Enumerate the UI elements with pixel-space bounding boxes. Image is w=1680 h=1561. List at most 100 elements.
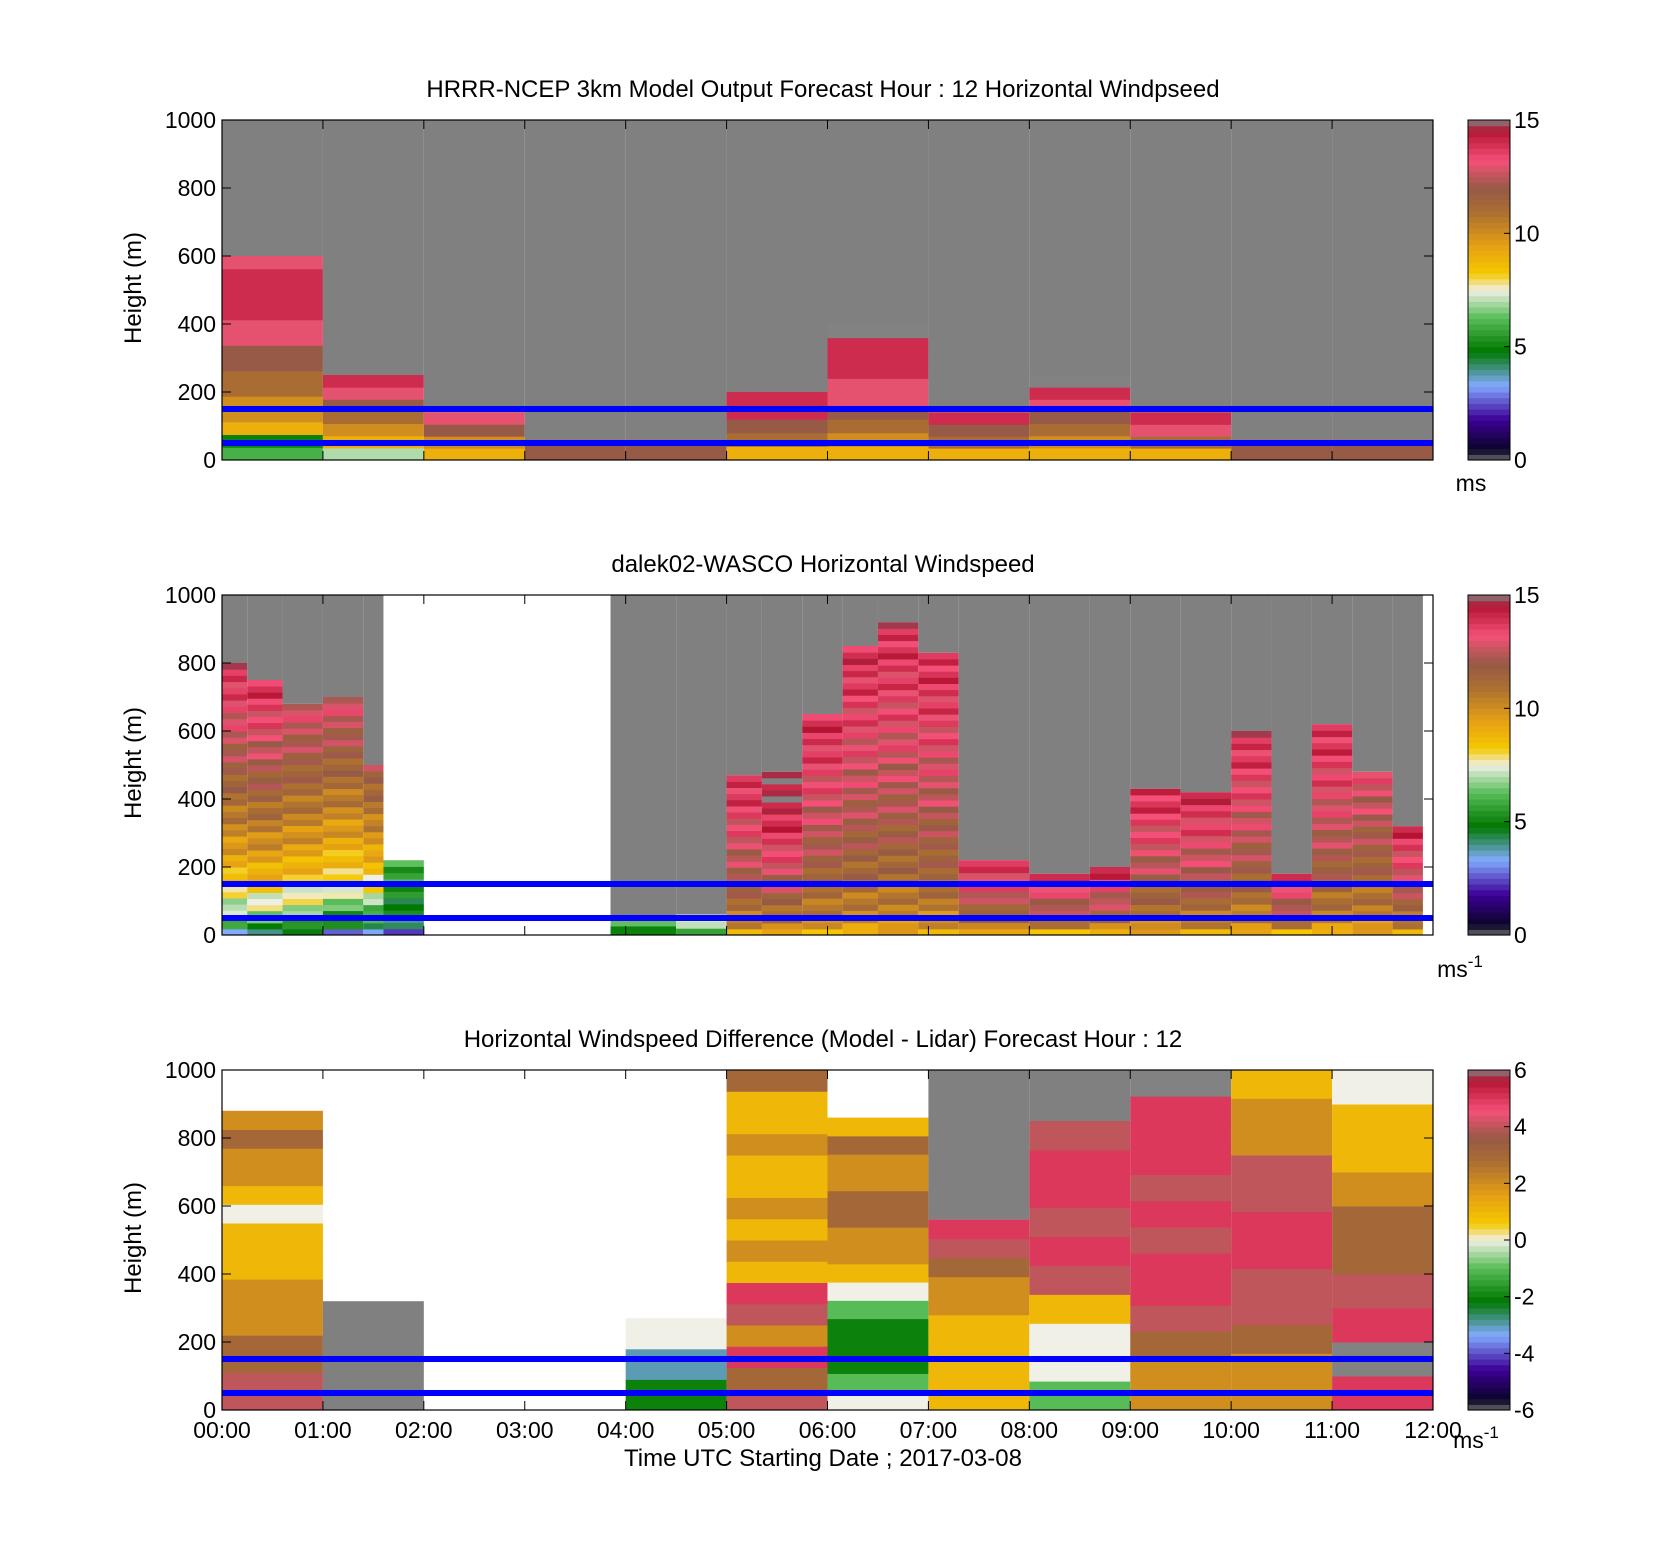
missing-data-cell	[761, 595, 803, 772]
difference-cell	[928, 1333, 1030, 1354]
windspeed-cell	[322, 855, 364, 863]
windspeed-cell	[1311, 755, 1353, 762]
difference-cell	[827, 1263, 929, 1283]
colorbar-segment	[1468, 1132, 1510, 1139]
colorbar-tick-label: 10	[1514, 220, 1540, 246]
colorbar-segment	[1468, 1081, 1510, 1088]
windspeed-cell	[1392, 856, 1423, 863]
windspeed-cell	[1130, 904, 1181, 912]
windspeed-cell	[1130, 424, 1232, 437]
windspeed-cell	[1130, 874, 1181, 881]
colorbar-tick-label: -6	[1514, 1397, 1534, 1423]
colorbar-segment	[1468, 906, 1510, 913]
windspeed-cell	[877, 628, 919, 635]
windspeed-cell	[1311, 885, 1353, 893]
colorbar-segment	[1468, 1121, 1510, 1128]
colorbar-frame	[1467, 594, 1511, 936]
windspeed-cell	[247, 698, 283, 705]
windspeed-cell	[827, 378, 929, 393]
windspeed-cell	[282, 795, 323, 802]
windspeed-cell	[1130, 910, 1181, 918]
colorbar-segment	[1468, 159, 1510, 166]
windspeed-cell	[1231, 780, 1272, 788]
windspeed-cell	[1392, 928, 1423, 936]
windspeed-cell	[222, 409, 323, 423]
windspeed-cell	[282, 849, 323, 857]
x-tick-label: 01:00	[294, 1417, 352, 1443]
windspeed-cell	[842, 725, 878, 733]
windspeed-cell	[842, 836, 878, 844]
windspeed-cell	[1130, 892, 1181, 899]
difference-cell	[1130, 1070, 1232, 1097]
windspeed-cell	[322, 709, 364, 716]
windspeed-cell	[877, 671, 919, 678]
windspeed-cell	[918, 708, 959, 715]
windspeed-cell	[282, 861, 323, 869]
colorbar-segment	[1468, 1143, 1510, 1150]
colorbar-segment	[1468, 629, 1510, 636]
colorbar-segment	[1468, 617, 1510, 624]
x-tick-label: 08:00	[1001, 1417, 1059, 1443]
colorbar-segment	[1468, 1325, 1510, 1332]
windspeed-cell	[726, 812, 762, 819]
windspeed-cell	[1130, 813, 1181, 820]
windspeed-cell	[761, 832, 803, 839]
colorbar-segment	[1468, 216, 1510, 223]
difference-cell	[726, 1261, 828, 1283]
windspeed-cell	[842, 658, 878, 665]
windspeed-cell	[1352, 777, 1393, 785]
windspeed-cell	[1130, 412, 1232, 425]
colorbar-segment	[1468, 753, 1510, 760]
windspeed-cell	[363, 837, 384, 845]
windspeed-cell	[222, 891, 248, 899]
windspeed-cell	[1311, 842, 1353, 849]
colorbar-segment	[1468, 312, 1510, 319]
difference-cell	[827, 1172, 929, 1192]
windspeed-cell	[842, 670, 878, 678]
x-tick-label: 03:00	[496, 1417, 554, 1443]
y-tick-label: 200	[178, 854, 216, 880]
difference-cell	[827, 1208, 929, 1228]
colorbar-segment	[1468, 782, 1510, 789]
windspeed-cell	[1231, 755, 1272, 763]
colorbar-segment	[1468, 363, 1510, 370]
windspeed-cell	[726, 855, 762, 862]
missing-data-cell	[918, 595, 959, 653]
colorbar-segment	[1468, 1302, 1510, 1309]
windspeed-cell	[726, 891, 762, 899]
windspeed-cell	[322, 849, 364, 857]
windspeed-cell	[247, 910, 283, 918]
windspeed-cell	[322, 739, 364, 747]
difference-cell	[827, 1318, 929, 1338]
windspeed-cell	[322, 843, 364, 851]
windspeed-cell	[282, 764, 323, 772]
windspeed-cell	[1311, 823, 1353, 831]
windspeed-cell	[877, 843, 919, 850]
windspeed-cell	[877, 720, 919, 727]
missing-data-cell	[958, 595, 1030, 861]
difference-cell	[222, 1129, 323, 1149]
windspeed-cell	[802, 861, 843, 868]
difference-cell	[1130, 1305, 1232, 1333]
windspeed-cell	[247, 740, 283, 748]
colorbar-segment	[1468, 680, 1510, 687]
difference-cell	[1029, 1121, 1131, 1151]
windspeed-cell	[877, 855, 919, 862]
windspeed-cell	[383, 903, 424, 911]
windspeed-cell	[918, 904, 959, 911]
windspeed-cell	[322, 770, 364, 777]
colorbar-segment	[1468, 1087, 1510, 1094]
windspeed-cell	[282, 868, 323, 875]
colorbar-segment	[1468, 1279, 1510, 1286]
windspeed-cell	[1231, 836, 1272, 843]
windspeed-cell	[1180, 829, 1232, 837]
windspeed-cell	[842, 898, 878, 905]
windspeed-cell	[1311, 767, 1353, 775]
windspeed-cell	[802, 750, 843, 758]
windspeed-cell	[1352, 898, 1393, 906]
windspeed-cell	[322, 745, 364, 753]
windspeed-cell	[877, 824, 919, 832]
missing-data-cell	[423, 120, 525, 413]
windspeed-cell	[1311, 736, 1353, 744]
colorbar-segment	[1468, 1098, 1510, 1105]
